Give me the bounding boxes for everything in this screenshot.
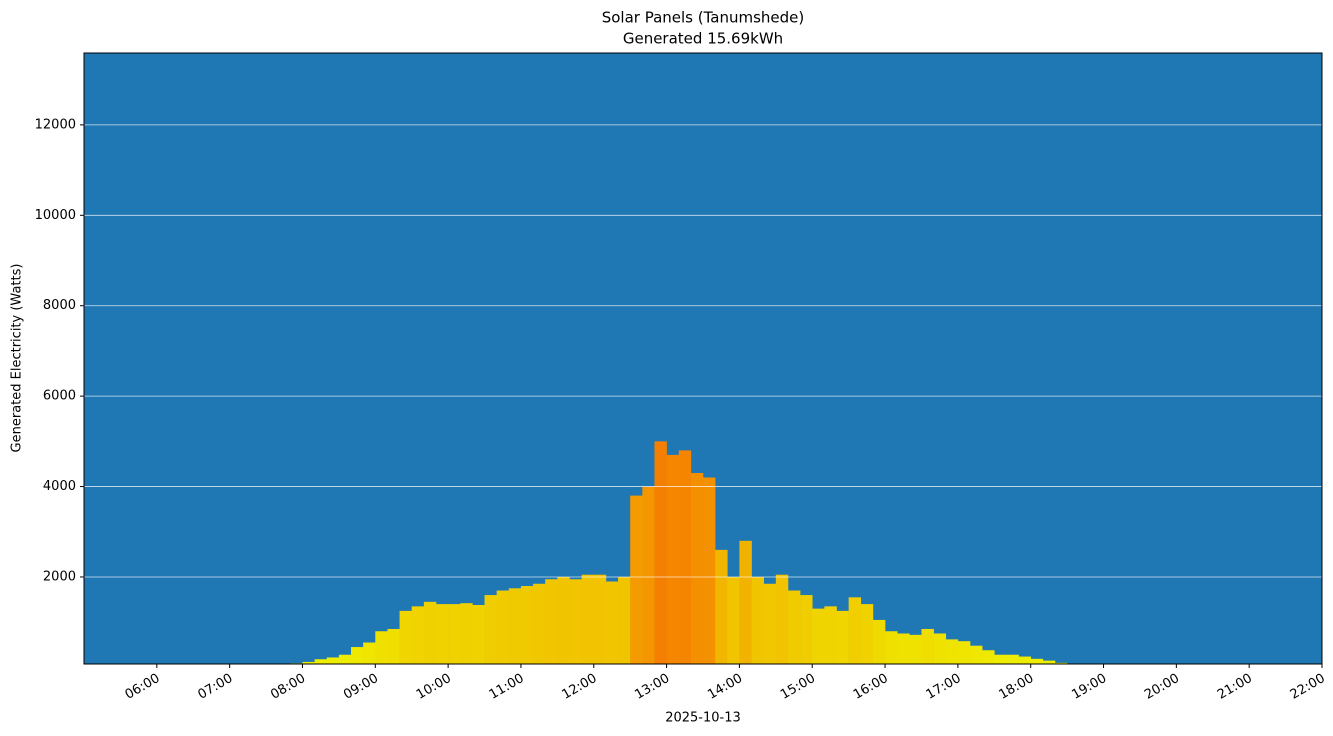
bar xyxy=(363,642,376,664)
y-tick-label: 8000 xyxy=(43,298,76,313)
bar xyxy=(715,549,728,664)
x-tick-label: 09:00 xyxy=(341,671,381,703)
bar xyxy=(508,588,522,664)
x-tick-label: 22:00 xyxy=(1288,671,1328,703)
x-tick-label: 19:00 xyxy=(1069,671,1109,703)
bar xyxy=(970,645,983,664)
bar xyxy=(545,579,558,664)
x-tick-label: 10:00 xyxy=(414,671,454,703)
bar xyxy=(836,610,849,664)
bar xyxy=(375,631,388,664)
x-tick-label: 06:00 xyxy=(123,671,163,703)
bar xyxy=(751,576,764,664)
bar xyxy=(496,590,510,664)
bar xyxy=(994,654,1007,664)
plot-frame xyxy=(83,52,1323,665)
bar xyxy=(824,606,837,664)
x-tick-label: 21:00 xyxy=(1215,671,1255,703)
bar xyxy=(945,639,959,664)
bar xyxy=(957,641,971,664)
x-axis-label: 2025-10-13 xyxy=(665,711,741,726)
chart-subtitle: Generated 15.69kWh xyxy=(623,30,783,48)
x-tick-label: 08:00 xyxy=(268,671,308,703)
bar xyxy=(520,586,534,664)
bar xyxy=(921,628,934,664)
bar xyxy=(618,576,631,664)
bar xyxy=(763,583,777,664)
bar xyxy=(569,579,582,664)
bar xyxy=(1042,660,1056,664)
bar xyxy=(302,661,315,664)
bar xyxy=(787,590,801,664)
bar xyxy=(314,659,328,664)
x-tick-label: 15:00 xyxy=(778,671,818,703)
bar xyxy=(581,574,595,664)
bar xyxy=(435,604,449,664)
bar xyxy=(557,576,570,664)
bar xyxy=(411,606,425,664)
bar xyxy=(800,595,813,664)
x-tick-label: 11:00 xyxy=(487,671,527,703)
bar xyxy=(484,595,497,664)
y-axis-label: Generated Electricity (Watts) xyxy=(10,264,25,453)
bar xyxy=(605,581,619,664)
bar xyxy=(678,450,692,664)
bar xyxy=(848,597,862,664)
bar xyxy=(982,650,995,664)
y-tick-label: 6000 xyxy=(43,389,76,404)
bar xyxy=(872,619,886,664)
bar xyxy=(933,633,947,664)
bar xyxy=(654,441,667,664)
bar xyxy=(885,631,898,664)
bar xyxy=(399,610,413,664)
y-tick-label: 2000 xyxy=(43,569,76,584)
bar xyxy=(630,495,643,664)
bar xyxy=(326,657,340,664)
bar xyxy=(1006,654,1019,664)
bar xyxy=(727,576,740,664)
x-tick-label: 20:00 xyxy=(1142,671,1182,703)
x-tick-label: 14:00 xyxy=(705,671,745,703)
bar xyxy=(812,608,825,664)
bar xyxy=(703,477,716,664)
bar xyxy=(690,472,704,664)
bars xyxy=(290,441,1068,664)
bar xyxy=(1018,656,1032,664)
chart-title: Solar Panels (Tanumshede) xyxy=(602,9,805,27)
bar xyxy=(897,633,910,664)
bar xyxy=(472,605,485,664)
x-tick-label: 16:00 xyxy=(851,671,891,703)
x-tick-label: 12:00 xyxy=(560,671,600,703)
bar xyxy=(533,583,546,664)
bar xyxy=(642,486,655,664)
y-tick-label: 4000 xyxy=(43,479,76,494)
bar xyxy=(448,604,461,664)
bar xyxy=(387,628,400,664)
x-tick-label: 07:00 xyxy=(195,671,235,703)
bar xyxy=(338,654,352,664)
bar xyxy=(423,601,437,664)
bar xyxy=(909,634,922,664)
bar xyxy=(666,454,680,664)
bar xyxy=(860,604,874,664)
bar xyxy=(460,603,473,664)
x-tick-label: 18:00 xyxy=(997,671,1037,703)
y-tick-label: 12000 xyxy=(35,117,76,132)
x-tick-label: 13:00 xyxy=(632,671,672,703)
bar xyxy=(351,647,364,664)
bar xyxy=(593,574,607,664)
bar xyxy=(1054,662,1068,664)
bar xyxy=(739,540,752,664)
bar xyxy=(775,574,789,664)
x-tick-label: 17:00 xyxy=(924,671,964,703)
bar xyxy=(1030,658,1044,664)
y-tick-label: 10000 xyxy=(35,208,76,223)
